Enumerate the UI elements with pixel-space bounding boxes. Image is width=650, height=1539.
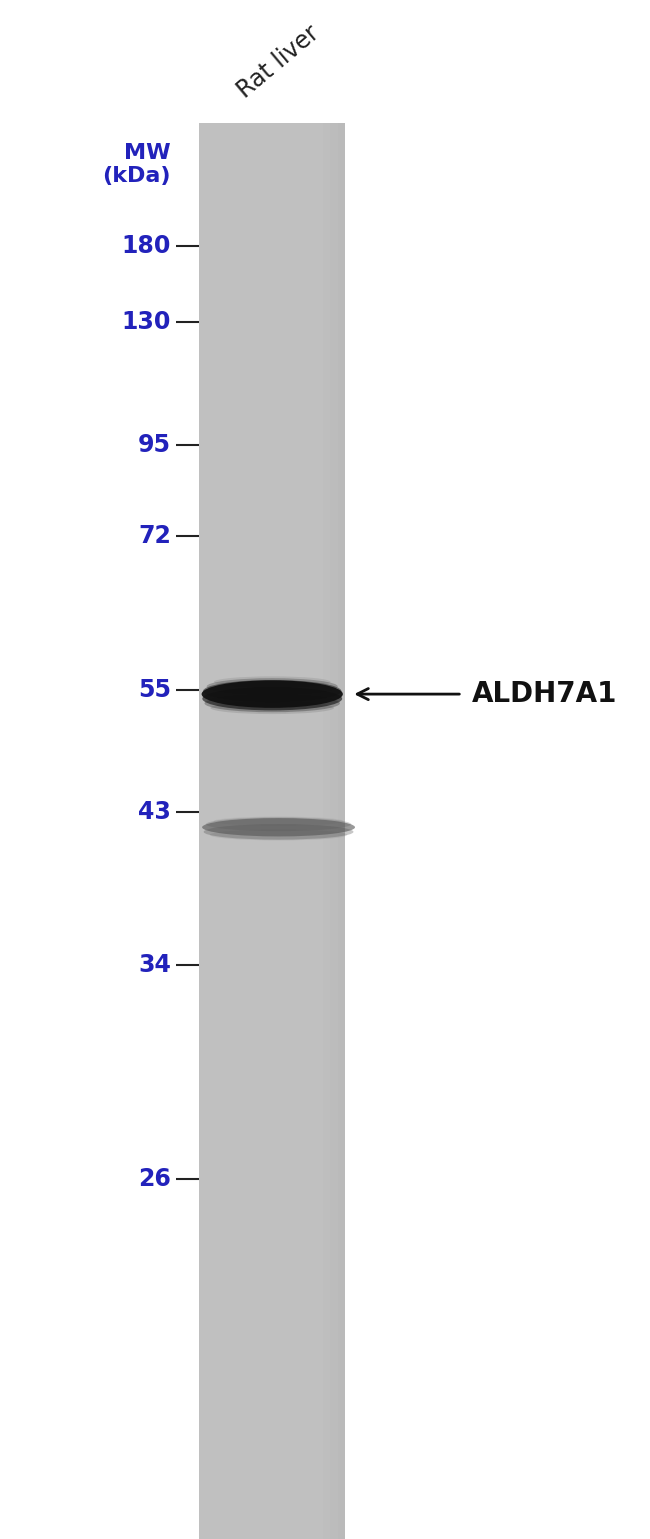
Ellipse shape [211,702,334,714]
Ellipse shape [206,817,351,831]
Ellipse shape [202,819,355,837]
Ellipse shape [214,817,344,826]
Text: 34: 34 [138,953,171,977]
Text: 72: 72 [138,525,171,548]
Text: Rat liver: Rat liver [233,22,324,103]
Ellipse shape [202,686,342,711]
Ellipse shape [210,830,347,840]
Ellipse shape [207,679,338,694]
Text: ALDH7A1: ALDH7A1 [472,680,617,708]
Bar [323,123,330,1539]
Text: 180: 180 [122,234,171,257]
Ellipse shape [214,676,330,688]
Text: 95: 95 [138,432,171,457]
Ellipse shape [203,823,354,840]
Ellipse shape [202,680,343,708]
Ellipse shape [203,680,341,702]
Text: 130: 130 [122,311,171,334]
Text: 43: 43 [138,800,171,823]
Bar [200,123,345,1539]
Text: 55: 55 [138,677,171,702]
Text: MW
(kDa): MW (kDa) [103,143,171,186]
Bar [338,123,345,1539]
Text: 26: 26 [138,1167,171,1191]
Bar [330,123,338,1539]
Ellipse shape [205,694,340,713]
